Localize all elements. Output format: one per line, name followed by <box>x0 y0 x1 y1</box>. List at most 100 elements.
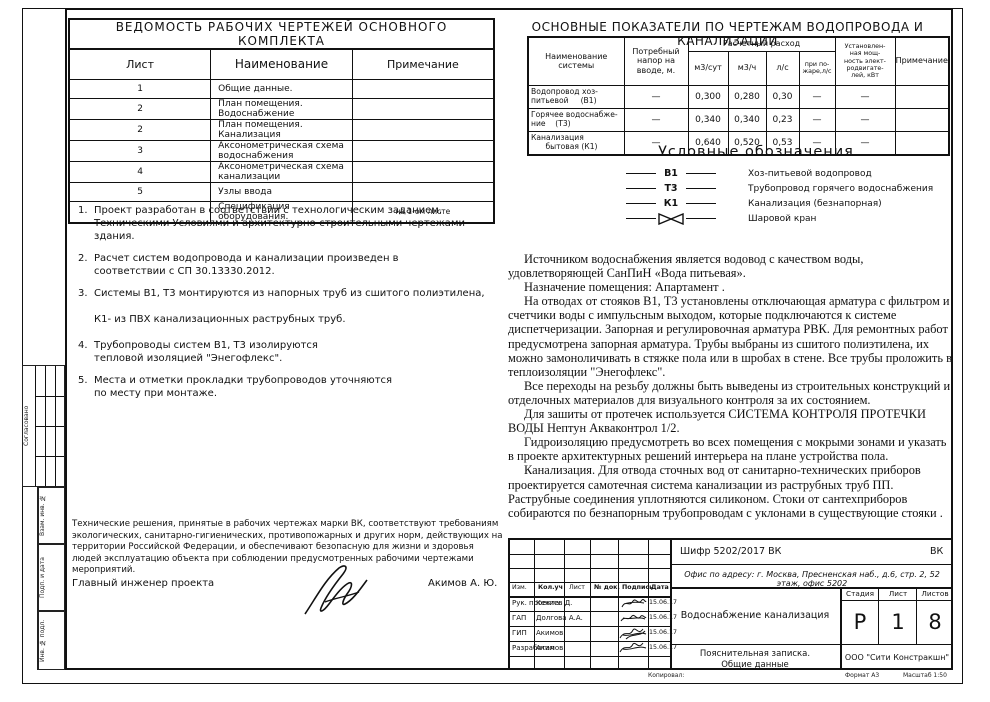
legend-item: В1 Хоз-питьевой водопровод <box>560 166 952 181</box>
line-icon <box>626 203 656 204</box>
table-row: Спецификация оборудования. на 1-ом листе <box>68 200 495 223</box>
table-row: 4 Аксонометрическая схема канализации <box>68 160 495 183</box>
legend-title: Условные обозначения <box>658 144 854 160</box>
staff-date: 15.06.17 <box>649 614 678 621</box>
line-icon <box>686 203 716 204</box>
sheets-label: Листов <box>921 589 949 598</box>
col-power: Установлен- ная мощ- ность элект- родвиг… <box>834 36 896 86</box>
col-izm: Изм. <box>512 584 527 591</box>
approved-label: Согласовано <box>23 405 30 447</box>
description-text: Источником водоснабжения является водово… <box>508 252 954 520</box>
line-icon <box>626 218 656 219</box>
paragraph: Для зашиты от протечек используется СИСТ… <box>508 407 926 436</box>
table-row: 2 План помещения. Водоснабжение <box>68 97 495 120</box>
staff-name: Долгова А.А. <box>536 614 583 622</box>
col-head: Потребный напор на вводе, м. <box>623 36 689 86</box>
table-row: Канализация бытовая (К1) — 0,640 0,520 0… <box>527 130 950 155</box>
podp-data-cell: Подп. и дата <box>37 544 65 611</box>
note-item: 3. Системы В1, Т3 монтируются из напорных… <box>78 288 485 325</box>
ball-valve-icon <box>658 212 684 225</box>
col-flow-group: Расчетный расход <box>687 36 836 52</box>
vzam-inv-label: Взам. инв. № <box>38 488 51 543</box>
sheet-number: 1 <box>891 610 905 634</box>
worklist-col-name: Наименование <box>210 48 353 80</box>
note-item: 2. Расчет систем водопровода и канализаци… <box>78 253 399 277</box>
paragraph: Гидроизоляцию предусмотреть во всех поме… <box>508 435 947 464</box>
stage-label: Стадия <box>846 589 874 598</box>
note-item: 1. Проект разработан в соответствии с тех… <box>78 205 465 242</box>
col-m3h: м3/ч <box>727 50 767 86</box>
col-list: Лист <box>569 584 585 591</box>
general-notes: 1. Проект разработан в соответствии с тех… <box>78 204 502 409</box>
staff-name: Акимов <box>536 629 564 637</box>
staff-name: Акимов <box>536 644 564 652</box>
object-address: Офис по адресу: г. Москва, Пресненская н… <box>684 570 940 588</box>
note-item: 5. Места и отметки прокладки трубопроводо… <box>78 375 393 399</box>
paragraph: Назначение помещения: Апартамент . <box>524 280 725 295</box>
paragraph: На отводах от стояков В1, Т3 установлены… <box>508 294 952 379</box>
signature-icon <box>304 565 368 615</box>
sheets-total: 8 <box>928 610 942 634</box>
col-m3day: м3/сут <box>687 50 729 86</box>
mark-code: ВК <box>930 546 944 557</box>
worklist-col-sheet: Лист <box>68 48 212 80</box>
table-row: 3 Аксонометрическая схема водоснабжения <box>68 139 495 162</box>
line-icon <box>686 218 716 219</box>
approval-stamp-grid: Согласовано <box>22 365 65 487</box>
legend-item: К1 Канализация (безнапорная) <box>560 196 952 211</box>
table-row: 1 Общие данные. <box>68 78 495 99</box>
signature-icon <box>621 599 647 608</box>
staff-date: 15.06.17 <box>649 599 678 606</box>
staff-role: Разработал <box>512 644 555 652</box>
doc-title: Водоснабжение канализация <box>680 610 830 621</box>
table-row: Водопровод хоз- питьевой (В1) — 0,300 0,… <box>527 84 950 109</box>
col-ls: л/с <box>765 50 800 86</box>
vzam-inv-cell: Взам. инв. № <box>37 487 65 544</box>
legend-item: Шаровой кран <box>560 211 952 226</box>
sheet-label: Лист <box>888 589 908 598</box>
chief-engineer-label: Главный инженер проекта <box>72 578 215 589</box>
paragraph: Канализация. Для отвода сточных вод от с… <box>508 463 943 520</box>
col-system: Наименование системы <box>527 36 625 86</box>
paragraph: Все переходы на резьбу должны быть вывед… <box>508 378 951 407</box>
col-data: Дата <box>651 584 669 591</box>
format-label: Формат А3 <box>845 672 880 679</box>
indicators-table: Наименование системы Потребный напор на … <box>527 36 951 156</box>
col-koluch: Кол.уч <box>538 584 563 591</box>
podp-data-label: Подп. и дата <box>38 545 51 610</box>
line-icon <box>626 188 656 189</box>
legend-item: Т3 Трубопровод горячего водоснабжения <box>560 181 952 196</box>
table-row: Горячее водоснабже- ние (Т3) — 0,340 0,3… <box>527 107 950 132</box>
doc-subtitle: Пояснительная записка. Общие данные <box>699 649 811 671</box>
scale-label: Масштаб 1:50 <box>903 672 947 679</box>
note-item: 4. Трубопроводы систем В1, Т3 изолируются… <box>78 340 318 364</box>
staff-date: 15.06.17 <box>649 644 678 651</box>
legend: Условные обозначения В1 Хоз-питьевой вод… <box>560 144 952 226</box>
line-icon <box>626 173 656 174</box>
legal-note: Технические решения, принятые в рабочих … <box>72 519 503 576</box>
worklist-col-note: Примечание <box>351 48 495 80</box>
signature-icon <box>619 642 647 653</box>
col-podpis: Подпись <box>622 584 654 591</box>
inv-podl-cell: Инв. № подл. <box>37 611 65 670</box>
chief-engineer-name: Акимов А. Ю. <box>428 578 498 589</box>
staff-role: ГАП <box>512 614 527 622</box>
stage-value: Р <box>853 610 867 634</box>
staff-date: 15.06.17 <box>649 629 678 636</box>
signature-icon <box>620 614 647 622</box>
staff-role: ГИП <box>512 629 527 637</box>
staff-name: Кекиев Д. <box>536 599 573 607</box>
title-block: Изм. Кол.уч Лист № док. Подпись Дата Рук… <box>508 538 953 670</box>
signature-icon <box>619 628 647 640</box>
paragraph: Источником водоснабжения является водово… <box>508 252 864 281</box>
col-note: Примечание <box>894 36 950 86</box>
line-icon <box>686 173 716 174</box>
project-code: Шифр 5202/2017 ВК <box>680 546 782 557</box>
worklist-table: ВЕДОМОСТЬ РАБОЧИХ ЧЕРТЕЖЕЙ ОСНОВНОГО КОМ… <box>68 18 495 224</box>
staff-role: Рук. проекта <box>512 599 560 607</box>
line-icon <box>686 188 716 189</box>
inv-podl-label: Инв. № подл. <box>38 612 51 669</box>
col-ndok: № док. <box>594 584 620 591</box>
col-fire: при по- жаре,л/с <box>798 50 836 86</box>
